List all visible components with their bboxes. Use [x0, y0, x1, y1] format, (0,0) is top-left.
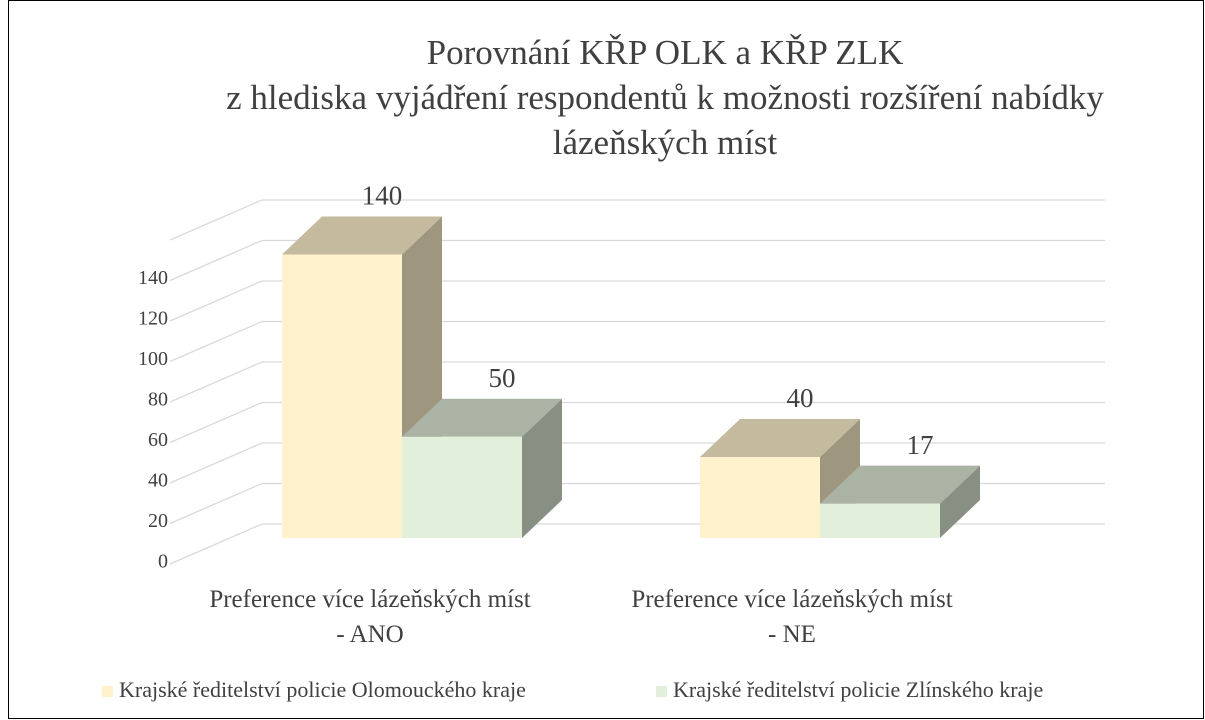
bar-face — [402, 398, 562, 437]
x-tick-label: Preference více lázeňských míst - NE — [631, 586, 953, 648]
y-tick-label: 120 — [138, 308, 168, 330]
legend-label: Krajské ředitelství policie Olomouckého … — [119, 677, 526, 702]
chart-border — [8, 0, 1204, 719]
bar-face — [282, 254, 402, 538]
legend-swatch — [656, 686, 667, 697]
chart-title: Porovnání KŘP OLK a KŘP ZLK z hlediska v… — [226, 33, 1104, 162]
grid-line — [169, 361, 1105, 403]
grid-line — [169, 320, 1105, 363]
data-label: 40 — [787, 383, 814, 413]
grid-line — [169, 239, 1105, 282]
y-tick-label: 140 — [138, 267, 168, 289]
y-tick-label: 20 — [148, 510, 168, 532]
bar-face — [282, 216, 442, 255]
bar-face — [522, 398, 562, 538]
legend-swatch — [102, 686, 113, 697]
legend-item: Krajské ředitelství policie Olomouckého … — [102, 677, 526, 703]
bar — [402, 398, 562, 538]
y-tick-label: 0 — [158, 551, 168, 573]
data-label: 140 — [362, 181, 403, 211]
legend-item: Krajské ředitelství policie Zlínského kr… — [656, 677, 1043, 703]
bar-face — [402, 436, 522, 538]
legend-label: Krajské ředitelství policie Zlínského kr… — [673, 677, 1044, 702]
data-label: 50 — [489, 363, 516, 393]
bar-face — [820, 503, 940, 538]
bar — [820, 465, 980, 538]
y-tick-label: 100 — [138, 348, 168, 370]
bar-face — [700, 419, 860, 457]
y-tick-label: 60 — [148, 429, 168, 451]
grid-line — [169, 401, 1105, 444]
bar-face — [940, 465, 980, 538]
data-label: 17 — [907, 430, 934, 460]
bar-face — [820, 465, 980, 504]
grid-line — [169, 199, 1105, 241]
x-tick-label: Preference více lázeňských míst - ANO — [209, 586, 531, 648]
bar-face — [700, 457, 820, 538]
y-tick-label: 80 — [148, 389, 168, 411]
y-tick-label: 40 — [148, 470, 168, 492]
grid-line — [169, 280, 1105, 322]
